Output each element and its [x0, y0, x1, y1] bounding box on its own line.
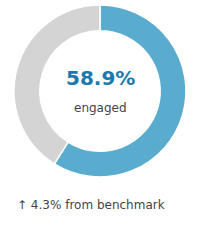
svg-text:engaged: engaged — [74, 101, 127, 115]
svg-text:↑ 4.3% from benchmark: ↑ 4.3% from benchmark — [17, 198, 165, 212]
svg-text:58.9%: 58.9% — [66, 66, 135, 90]
